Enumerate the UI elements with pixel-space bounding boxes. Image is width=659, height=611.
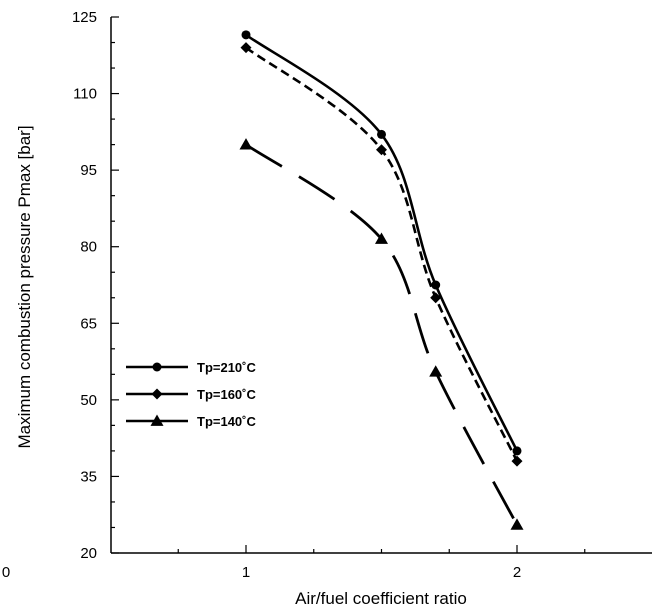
y-tick-label: 110 [73,86,97,103]
series-line [245,46,519,462]
legend-item: Tp=160˚C [126,387,256,402]
x-axis-title: Air/fuel coefficient ratio [295,589,467,608]
y-tick-label: 80 [80,239,97,256]
series-2 [240,42,523,467]
y-tick-label: 95 [80,162,97,179]
y-tick-label: 125 [72,9,97,26]
data-point [510,518,524,530]
y-ticks: 20 35 50 65 80 95 110 125 [72,9,119,562]
series-1 [241,30,522,456]
legend-label: Tp=160˚C [197,387,256,402]
x-tick-label: 1 [242,564,250,581]
data-point [377,129,386,139]
legend-marker [152,362,162,372]
legend-marker [150,414,164,426]
series-line [245,143,519,526]
data-point [512,446,522,456]
legend-item: Tp=210˚C [126,360,256,375]
x-tick-label: 0 [2,564,10,581]
series-3 [239,138,524,530]
legend: Tp=210˚C Tp=160˚C Tp=140˚C [126,360,256,429]
data-point [430,292,442,304]
y-tick-label: 20 [80,545,97,562]
data-point [429,365,443,377]
legend-item: Tp=140˚C [126,414,256,429]
series-line [245,33,519,452]
y-tick-label: 35 [80,468,97,485]
x-ticks: 0 1 2 [2,545,586,581]
data-point [431,280,441,290]
data-point [241,30,251,40]
series-layer [239,30,524,530]
x-tick-label: 2 [513,564,521,581]
y-axis-title: Maximum combustion pressure Pmax [bar] [15,125,34,448]
legend-label: Tp=210˚C [197,360,256,375]
data-point [376,144,387,156]
legend-label: Tp=140˚C [197,414,256,429]
data-point [240,42,252,54]
legend-marker [151,388,163,400]
data-point [375,232,388,244]
axes [110,17,652,554]
data-point [239,138,253,150]
y-tick-label: 65 [80,315,97,332]
data-point [511,455,523,467]
y-tick-label: 50 [80,392,97,409]
